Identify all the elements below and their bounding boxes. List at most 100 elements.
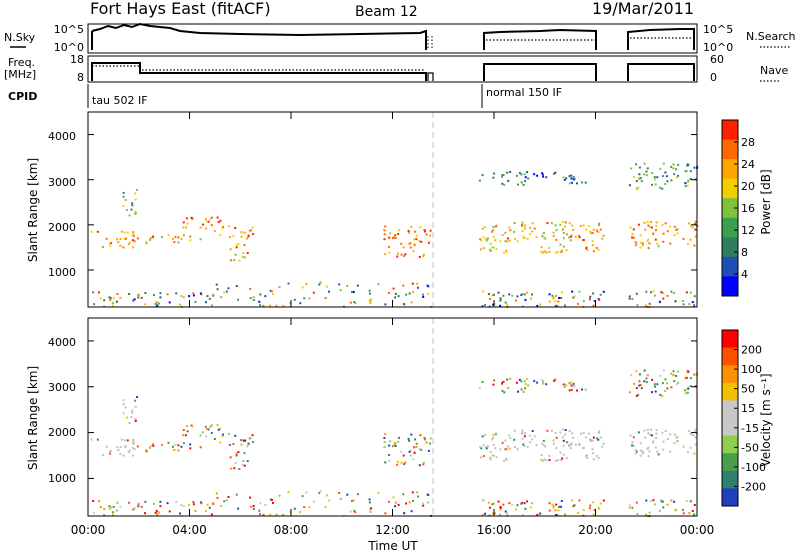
velocity-cell <box>689 446 692 449</box>
power-cell <box>631 236 634 239</box>
power-cell <box>225 290 228 293</box>
velocity-cell <box>597 438 600 441</box>
power-cell <box>383 238 386 241</box>
velocity-cell <box>242 439 245 442</box>
velocity-cell <box>597 432 600 434</box>
velocity-cell <box>639 449 642 452</box>
power-cell <box>568 222 571 225</box>
velocity-cell <box>134 419 137 422</box>
velocity-cell <box>127 451 130 454</box>
velocity-cell <box>646 448 649 451</box>
power-cell <box>689 170 692 173</box>
power-cell <box>269 289 272 292</box>
velocity-cell <box>189 447 192 450</box>
colorbar-swatch <box>722 488 738 507</box>
power-cell <box>586 248 589 251</box>
power-cell <box>394 292 397 295</box>
velocity-cell <box>688 512 691 515</box>
velocity-cell <box>427 449 430 452</box>
velocity-cell <box>168 510 171 513</box>
velocity-cell <box>202 431 204 434</box>
velocity-cell <box>132 442 135 445</box>
velocity-cell <box>634 449 637 452</box>
power-cell <box>693 304 696 307</box>
power-cell <box>521 229 524 232</box>
velocity-cell <box>630 374 633 377</box>
power-cell <box>656 176 659 179</box>
velocity-cell <box>210 424 213 427</box>
power-cell <box>424 230 427 233</box>
power-cell <box>645 290 648 293</box>
velocity-cell <box>666 387 669 390</box>
power-cell <box>241 255 244 258</box>
velocity-y-tick-2000: 2000 <box>48 426 76 439</box>
power-cell <box>661 291 664 294</box>
power-cell <box>101 246 104 248</box>
power-y-tick-3000: 3000 <box>48 176 76 189</box>
power-cell <box>186 222 189 225</box>
power-cell <box>174 235 177 238</box>
velocity-cell <box>415 442 418 445</box>
velocity-cell <box>132 454 135 457</box>
velocity-cell <box>109 507 112 510</box>
power-cell <box>249 229 252 232</box>
velocity-cell <box>673 380 676 383</box>
power-cell <box>687 180 690 183</box>
colorbar-tick-label: -200 <box>741 480 766 493</box>
velocity-cell <box>109 505 112 508</box>
velocity-cell <box>521 432 524 435</box>
velocity-cell <box>480 447 483 450</box>
velocity-cell <box>672 374 675 377</box>
power-cell <box>493 293 495 296</box>
power-cell <box>299 302 302 305</box>
power-cell <box>389 232 392 235</box>
power-cell <box>131 202 134 205</box>
power-cell <box>105 237 108 240</box>
velocity-cell <box>349 510 352 513</box>
velocity-cell <box>542 439 545 442</box>
power-cell <box>557 300 560 303</box>
power-cell <box>591 244 594 247</box>
power-cell <box>552 231 555 234</box>
velocity-cell <box>208 506 211 509</box>
velocity-cell <box>299 511 302 514</box>
power-cell <box>179 303 181 306</box>
power-cell <box>133 240 136 243</box>
power-cell <box>393 235 396 238</box>
velocity-cell <box>501 382 503 385</box>
velocity-cell <box>417 495 419 498</box>
velocity-cell <box>548 459 551 461</box>
power-cell <box>204 218 207 221</box>
power-cell <box>132 233 134 236</box>
power-cell <box>686 164 689 167</box>
velocity-cell <box>182 434 185 437</box>
velocity-cell <box>536 381 539 384</box>
velocity-cell <box>325 494 328 497</box>
velocity-cell <box>392 444 395 447</box>
velocity-cell <box>199 434 202 437</box>
velocity-cell <box>552 505 555 508</box>
power-cell <box>677 174 679 177</box>
velocity-cell <box>506 378 509 381</box>
velocity-cell <box>90 438 93 441</box>
velocity-cell <box>123 445 126 448</box>
power-cell <box>527 177 530 180</box>
velocity-cell <box>571 388 573 391</box>
power-cell <box>563 179 566 181</box>
velocity-cell <box>167 441 170 444</box>
velocity-cell <box>674 509 677 512</box>
power-cell <box>662 232 665 235</box>
velocity-cell <box>650 428 652 431</box>
velocity-cell <box>629 434 632 437</box>
velocity-cell <box>634 452 637 455</box>
velocity-cell <box>654 390 657 393</box>
power-cell <box>356 284 359 287</box>
power-cell <box>504 301 507 304</box>
velocity-cell <box>408 501 411 504</box>
velocity-cell <box>644 513 647 516</box>
velocity-y-tick-3000: 3000 <box>48 381 76 394</box>
power-cell <box>552 297 555 300</box>
power-cell <box>180 237 183 240</box>
power-cell <box>653 294 656 297</box>
velocity-cell <box>561 428 564 431</box>
